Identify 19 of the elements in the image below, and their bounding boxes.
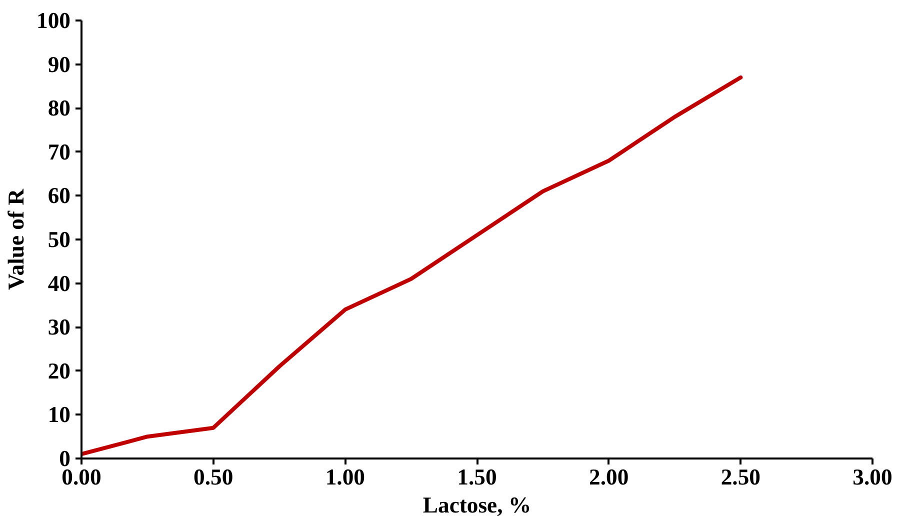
x-tick-label: 1.50: [457, 464, 497, 490]
x-tick-label: 3.00: [852, 464, 892, 490]
y-tick-label: 60: [48, 183, 70, 208]
x-tick-label: 0.50: [194, 464, 234, 490]
y-tick-label: 70: [48, 139, 70, 164]
y-tick-label: 90: [48, 52, 70, 77]
y-tick-label: 40: [48, 270, 70, 296]
y-tick-label: 30: [48, 314, 70, 340]
y-tick-label: 100: [36, 8, 70, 33]
y-tick-label: 50: [48, 227, 70, 252]
x-tick-label: 2.00: [589, 464, 629, 490]
x-tick-label: 2.50: [720, 464, 760, 490]
x-tick-label: 1.00: [325, 464, 365, 490]
x-axis-title: Lactose, %: [422, 492, 532, 518]
y-tick-label: 20: [48, 358, 70, 384]
y-tick-label: 80: [48, 96, 70, 121]
line-series: [82, 75, 743, 456]
y-axis-title: Value of R: [4, 188, 29, 290]
y-tick-label: 10: [48, 402, 70, 428]
